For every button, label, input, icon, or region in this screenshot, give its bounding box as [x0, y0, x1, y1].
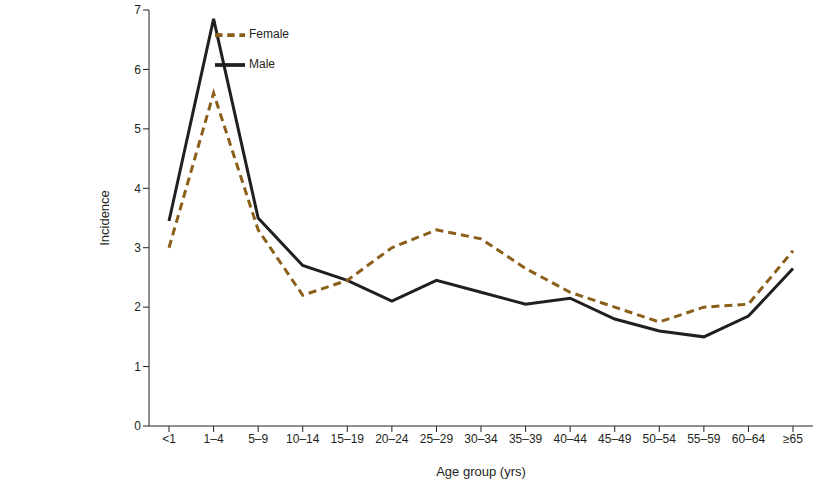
- svg-text:5–9: 5–9: [248, 432, 268, 446]
- svg-text:5: 5: [134, 122, 141, 136]
- svg-text:Incidence: Incidence: [97, 190, 112, 246]
- svg-text:6: 6: [134, 63, 141, 77]
- svg-text:40–44: 40–44: [553, 432, 587, 446]
- svg-text:3: 3: [134, 241, 141, 255]
- svg-text:55–59: 55–59: [687, 432, 721, 446]
- svg-text:45–49: 45–49: [598, 432, 632, 446]
- svg-text:Age group (yrs): Age group (yrs): [436, 464, 526, 479]
- svg-text:20–24: 20–24: [375, 432, 409, 446]
- svg-text:7: 7: [134, 3, 141, 17]
- svg-text:25–29: 25–29: [420, 432, 454, 446]
- html-text:Female: Female: [249, 27, 289, 42]
- html-text:Male: Male: [249, 57, 275, 72]
- svg-text:35–39: 35–39: [509, 432, 543, 446]
- svg-text:1–4: 1–4: [204, 432, 224, 446]
- svg-text:1: 1: [134, 360, 141, 374]
- svg-text:0: 0: [134, 419, 141, 433]
- svg-text:60–64: 60–64: [732, 432, 766, 446]
- svg-text:4: 4: [134, 182, 141, 196]
- svg-text:10–14: 10–14: [286, 432, 320, 446]
- svg-text:30–34: 30–34: [464, 432, 498, 446]
- svg-text:2: 2: [134, 300, 141, 314]
- svg-text:15–19: 15–19: [331, 432, 365, 446]
- svg-text:≥65: ≥65: [783, 432, 803, 446]
- svg-text:<1: <1: [162, 432, 176, 446]
- svg-text:50–54: 50–54: [643, 432, 677, 446]
